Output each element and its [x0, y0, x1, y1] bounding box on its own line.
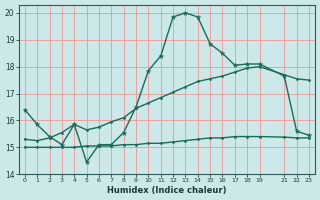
X-axis label: Humidex (Indice chaleur): Humidex (Indice chaleur)	[107, 186, 227, 195]
